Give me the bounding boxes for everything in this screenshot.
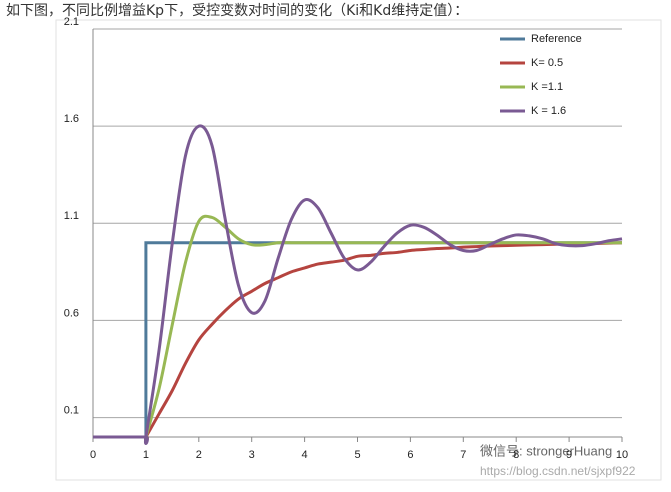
x-tick-label: 4	[302, 449, 308, 461]
x-tick-label: 5	[354, 449, 360, 461]
x-tick-label: 10	[616, 449, 628, 461]
watermark-account: 微信号: strongerHuang	[480, 443, 612, 458]
legend-label: K =1.1	[531, 81, 563, 93]
y-tick-label: 0.6	[64, 307, 79, 319]
y-tick-label: 2.1	[64, 16, 79, 28]
legend-label: Reference	[531, 33, 582, 45]
x-tick-label: 0	[90, 449, 96, 461]
caption: 如下图，不同比例增益Kp下，受控变数对时间的变化（Ki和Kd维持定值）：	[6, 3, 469, 19]
x-tick-label: 3	[249, 449, 255, 461]
y-tick-label: 0.1	[64, 404, 79, 416]
x-tick-label: 6	[407, 449, 413, 461]
series-line	[93, 241, 623, 441]
watermark-url: https://blog.csdn.net/sjxpf922	[480, 464, 636, 478]
legend-label: K= 0.5	[531, 57, 563, 69]
x-tick-label: 9	[566, 449, 572, 461]
x-tick-label: 1	[143, 449, 149, 461]
x-tick-label: 2	[196, 449, 202, 461]
series-line	[93, 124, 623, 445]
y-tick-label: 1.1	[64, 210, 79, 222]
x-tick-label: 7	[460, 449, 466, 461]
series-line	[93, 214, 623, 443]
x-tick-label: 8	[513, 449, 519, 461]
y-tick-label: 1.6	[64, 113, 79, 125]
legend-label: K = 1.6	[531, 105, 566, 117]
